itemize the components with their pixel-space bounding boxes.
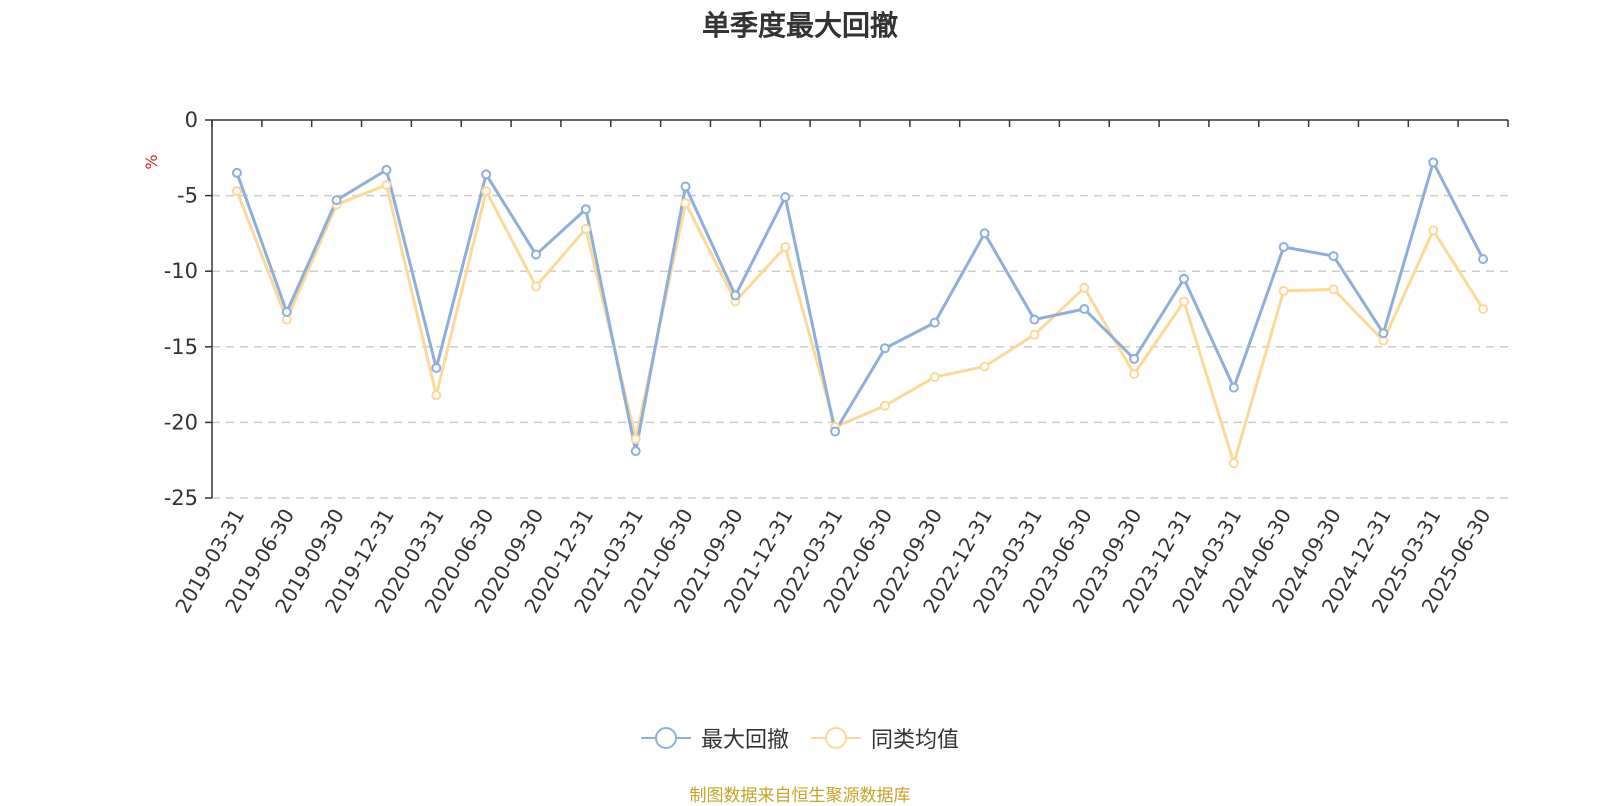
data-point[interactable]: [1129, 353, 1140, 364]
data-point[interactable]: [281, 307, 292, 318]
legend-symbol-peer-average: [811, 727, 861, 749]
data-point[interactable]: [879, 343, 890, 354]
data-point[interactable]: [1228, 382, 1239, 393]
legend-item-peer-average[interactable]: 同类均值: [811, 722, 959, 754]
data-point[interactable]: [979, 228, 990, 239]
data-point[interactable]: [1378, 328, 1389, 339]
series-line-1: [235, 183, 1485, 465]
data-point[interactable]: [331, 195, 342, 206]
data-point[interactable]: [1228, 458, 1239, 469]
data-point[interactable]: [630, 434, 641, 445]
data-point[interactable]: [730, 290, 741, 301]
data-point[interactable]: [830, 426, 841, 437]
data-point[interactable]: [381, 180, 392, 191]
y-axis-label: %: [142, 154, 161, 169]
legend-label-peer-average: 同类均值: [871, 728, 960, 753]
y-tick-label: -10: [164, 259, 198, 283]
axes: [205, 119, 1509, 499]
series-line-0: [235, 160, 1485, 453]
data-point[interactable]: [1478, 304, 1489, 314]
data-point[interactable]: [580, 223, 591, 234]
data-point[interactable]: [1179, 273, 1189, 284]
data-point[interactable]: [431, 362, 442, 373]
legend-label-max-drawdown: 最大回撤: [700, 728, 789, 753]
data-point[interactable]: [1079, 282, 1090, 293]
data-point[interactable]: [780, 242, 791, 253]
data-point[interactable]: [780, 192, 791, 203]
data-point[interactable]: [879, 400, 890, 411]
data-point[interactable]: [231, 167, 242, 178]
data-point[interactable]: [1129, 369, 1140, 380]
data-point[interactable]: [680, 198, 691, 209]
data-point[interactable]: [1029, 314, 1040, 325]
data-point[interactable]: [580, 204, 591, 215]
grid-lines: [212, 194, 1508, 499]
data-point[interactable]: [531, 281, 541, 292]
data-point[interactable]: [1179, 296, 1189, 307]
y-tick-label: -15: [164, 335, 198, 359]
y-tick-label: -5: [177, 184, 198, 208]
data-point[interactable]: [431, 390, 442, 401]
chart-title: 单季度最大回撤: [701, 9, 898, 42]
data-point[interactable]: [1079, 304, 1090, 314]
legend-symbol-max-drawdown: [640, 727, 691, 749]
series-lines: [231, 157, 1489, 469]
data-point[interactable]: [231, 186, 242, 197]
source-note: 制图数据来自恒生聚源数据库: [689, 786, 911, 806]
data-point[interactable]: [1029, 329, 1040, 340]
y-tick-label: 0: [185, 108, 198, 132]
data-point[interactable]: [630, 446, 641, 457]
data-point[interactable]: [481, 186, 492, 197]
y-tick-label: -25: [164, 486, 198, 510]
data-point[interactable]: [381, 164, 392, 175]
legend-item-max-drawdown[interactable]: 最大回撤: [640, 722, 789, 754]
data-point[interactable]: [929, 372, 940, 383]
data-point[interactable]: [481, 169, 492, 180]
data-point[interactable]: [1428, 157, 1439, 168]
legend: 最大回撤 同类均值: [0, 722, 1600, 754]
data-point[interactable]: [1428, 225, 1439, 236]
data-point[interactable]: [1328, 251, 1339, 262]
data-point[interactable]: [1328, 284, 1339, 295]
data-point[interactable]: [531, 249, 541, 260]
data-point[interactable]: [979, 361, 990, 372]
data-point[interactable]: [1478, 254, 1489, 265]
data-point[interactable]: [680, 181, 691, 192]
data-point[interactable]: [1278, 242, 1289, 253]
y-tick-label: -20: [164, 410, 198, 434]
data-point[interactable]: [1278, 285, 1289, 296]
data-point[interactable]: [929, 317, 940, 328]
